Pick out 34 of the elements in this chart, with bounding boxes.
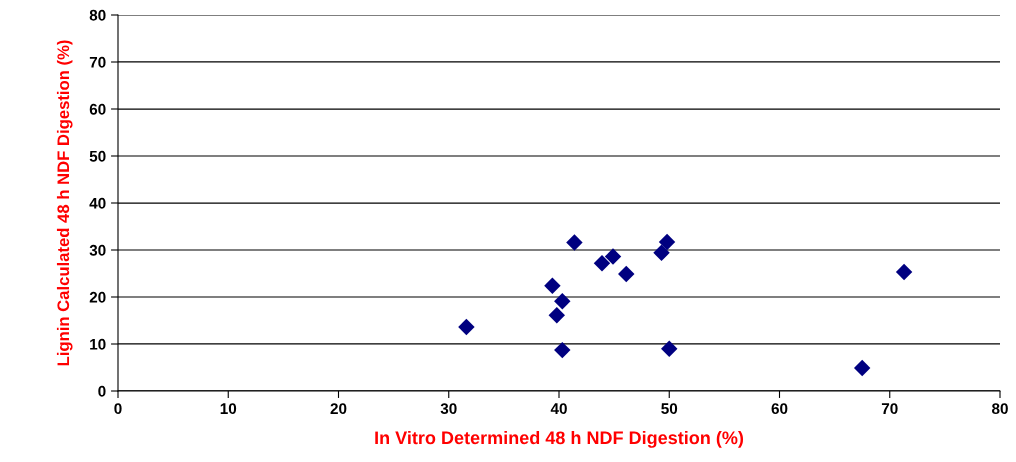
y-tick-label: 50 bbox=[89, 150, 106, 162]
point bbox=[548, 307, 566, 324]
point bbox=[458, 318, 475, 336]
point bbox=[554, 293, 571, 310]
x-tick-label: 20 bbox=[330, 403, 347, 415]
y-tick-label: 30 bbox=[89, 244, 106, 256]
x-tick-label: 0 bbox=[114, 403, 122, 415]
point bbox=[653, 244, 670, 262]
x-tick-label: 80 bbox=[991, 403, 1008, 415]
y-tick-label: 60 bbox=[89, 103, 106, 115]
y-tick-label: 0 bbox=[98, 385, 106, 397]
point bbox=[661, 340, 678, 357]
x-tick-label: 10 bbox=[220, 403, 237, 415]
point bbox=[618, 265, 635, 283]
y-axis-title: Lignin Calculated 48 h NDF Digestion (%) bbox=[56, 40, 73, 366]
point bbox=[604, 248, 622, 265]
point bbox=[593, 254, 611, 272]
y-tick-label: 20 bbox=[89, 291, 106, 303]
x-tick-label: 30 bbox=[440, 403, 457, 415]
point bbox=[566, 234, 583, 251]
x-tick-label: 60 bbox=[771, 403, 788, 415]
x-tick-label: 50 bbox=[661, 403, 678, 415]
y-tick-label: 10 bbox=[90, 338, 106, 350]
y-tick-label: 70 bbox=[89, 56, 106, 68]
point bbox=[853, 359, 871, 377]
x-axis-title: In Vitro Determined 48 h NDF Digestion (%) bbox=[375, 430, 744, 448]
point bbox=[895, 263, 913, 281]
y-tick-label: 80 bbox=[89, 9, 106, 21]
x-tick-label: 40 bbox=[550, 403, 567, 415]
y-tick-label: 40 bbox=[89, 197, 106, 209]
x-tick-label: 70 bbox=[881, 403, 898, 415]
point bbox=[554, 341, 571, 359]
point bbox=[544, 277, 561, 294]
point bbox=[658, 233, 676, 251]
